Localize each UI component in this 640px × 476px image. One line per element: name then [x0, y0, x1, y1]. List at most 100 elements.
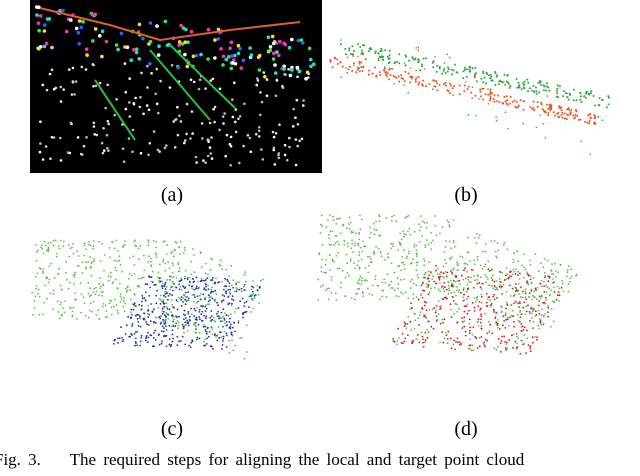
point: [336, 58, 339, 61]
point: [85, 268, 87, 270]
point: [565, 118, 568, 121]
point: [183, 246, 186, 249]
point: [193, 315, 196, 318]
point: [424, 339, 427, 341]
point: [503, 241, 506, 244]
point: [147, 108, 151, 112]
point: [357, 280, 360, 282]
point: [425, 226, 428, 229]
point: [350, 297, 353, 299]
point: [211, 333, 214, 336]
point: [202, 293, 205, 296]
point: [503, 81, 505, 83]
point: [370, 232, 372, 234]
point: [445, 275, 448, 277]
point: [330, 279, 333, 281]
point: [119, 295, 122, 298]
point: [497, 94, 499, 97]
point: [452, 69, 455, 72]
point: [432, 79, 435, 82]
point: [139, 244, 142, 247]
point: [473, 297, 476, 299]
point: [501, 285, 503, 288]
point: [266, 35, 271, 40]
point: [241, 58, 246, 63]
point: [367, 255, 369, 258]
point: [519, 296, 522, 298]
point: [587, 92, 590, 95]
point: [436, 64, 439, 67]
point: [174, 325, 177, 327]
point: [288, 145, 291, 149]
point: [504, 312, 507, 315]
point: [230, 284, 233, 287]
point: [358, 266, 361, 269]
point: [210, 310, 213, 312]
point: [184, 303, 187, 306]
point: [349, 260, 352, 263]
point: [466, 263, 469, 266]
point: [195, 276, 198, 279]
point: [214, 281, 217, 284]
point: [361, 277, 363, 280]
point: [175, 286, 178, 289]
point: [204, 325, 207, 328]
point: [172, 318, 175, 321]
point: [215, 336, 217, 338]
point: [228, 285, 231, 288]
point: [243, 283, 246, 286]
point: [180, 299, 183, 301]
point: [189, 346, 192, 349]
point: [204, 305, 207, 308]
point: [179, 340, 182, 342]
point: [536, 298, 538, 301]
point: [187, 311, 190, 313]
point: [455, 280, 457, 283]
point: [164, 269, 167, 272]
point: [517, 313, 519, 316]
point: [329, 269, 331, 271]
point: [139, 96, 142, 99]
point: [295, 98, 299, 102]
point: [191, 287, 194, 290]
point: [150, 280, 152, 283]
point: [496, 319, 499, 321]
point: [175, 322, 178, 325]
point: [245, 300, 248, 303]
point: [50, 241, 52, 244]
point: [452, 241, 455, 244]
point: [202, 279, 205, 282]
point: [193, 323, 195, 326]
point: [517, 337, 520, 339]
point: [230, 323, 232, 326]
point: [400, 76, 403, 79]
point: [183, 318, 185, 321]
point: [159, 317, 162, 320]
point: [403, 321, 406, 324]
point: [490, 306, 493, 308]
point: [301, 41, 305, 45]
point: [441, 318, 444, 321]
point: [200, 277, 203, 280]
point: [520, 286, 522, 288]
point: [487, 296, 490, 298]
point: [228, 46, 232, 51]
point: [211, 77, 215, 81]
point: [137, 277, 140, 280]
point: [404, 337, 407, 340]
point: [107, 149, 110, 152]
panel-label: (d): [454, 418, 478, 440]
point: [424, 331, 427, 334]
point: [121, 147, 125, 150]
point: [223, 330, 226, 333]
point: [145, 321, 148, 323]
point: [156, 53, 161, 57]
point: [403, 340, 406, 343]
point: [538, 91, 541, 94]
point: [204, 298, 206, 301]
caption-number: Fig. 3.: [0, 450, 41, 469]
point: [411, 307, 414, 310]
point: [395, 76, 398, 79]
point: [528, 292, 531, 295]
point: [137, 321, 140, 323]
